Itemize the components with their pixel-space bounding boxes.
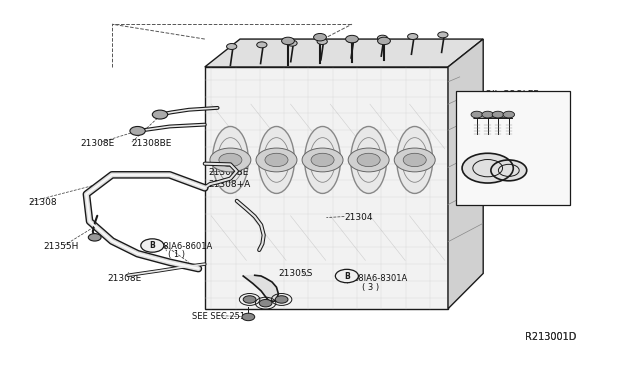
Circle shape [438, 32, 448, 38]
Circle shape [227, 44, 237, 49]
Circle shape [394, 148, 435, 172]
Text: 21308+A: 21308+A [208, 180, 250, 189]
Ellipse shape [351, 126, 387, 193]
Circle shape [302, 148, 343, 172]
Circle shape [348, 37, 358, 43]
Text: 21304: 21304 [344, 213, 373, 222]
Text: 21308E: 21308E [80, 139, 115, 148]
Circle shape [311, 153, 334, 167]
Ellipse shape [259, 126, 294, 193]
Text: SEE SEC.251: SEE SEC.251 [192, 312, 245, 321]
Ellipse shape [212, 126, 248, 193]
Circle shape [242, 313, 255, 321]
Circle shape [378, 37, 390, 45]
Circle shape [88, 234, 101, 241]
Polygon shape [205, 67, 448, 309]
Text: 21308BE: 21308BE [208, 169, 248, 177]
Circle shape [219, 153, 242, 167]
Ellipse shape [264, 138, 289, 182]
Text: COMPONENTS: COMPONENTS [480, 100, 544, 109]
Circle shape [265, 153, 288, 167]
Text: 21030A: 21030A [495, 112, 529, 121]
Circle shape [210, 148, 251, 172]
Circle shape [462, 153, 513, 183]
Ellipse shape [402, 138, 428, 182]
Circle shape [257, 42, 267, 48]
Circle shape [471, 111, 483, 118]
Circle shape [357, 153, 380, 167]
Circle shape [282, 37, 294, 45]
Circle shape [152, 110, 168, 119]
Circle shape [378, 35, 388, 41]
Text: 21308E: 21308E [108, 274, 142, 283]
Ellipse shape [310, 138, 335, 182]
Polygon shape [448, 39, 483, 309]
Text: 21355H: 21355H [44, 242, 79, 251]
Text: 08IA6-8301A: 08IA6-8301A [353, 274, 408, 283]
Text: B: B [344, 272, 349, 280]
Circle shape [314, 33, 326, 41]
Circle shape [492, 111, 504, 118]
Ellipse shape [305, 126, 340, 193]
Ellipse shape [356, 138, 381, 182]
Polygon shape [205, 39, 483, 67]
Text: 21308: 21308 [29, 198, 58, 207]
FancyBboxPatch shape [456, 91, 570, 205]
Text: OIL COOLER: OIL COOLER [484, 90, 540, 99]
Text: 21305S: 21305S [278, 269, 313, 278]
Circle shape [130, 126, 145, 135]
Text: 08IA6-8601A: 08IA6-8601A [159, 242, 213, 251]
Circle shape [317, 39, 327, 45]
Ellipse shape [218, 138, 243, 182]
Circle shape [503, 111, 515, 118]
Circle shape [259, 299, 272, 307]
Circle shape [348, 148, 389, 172]
Text: ( 1 ): ( 1 ) [168, 250, 185, 259]
Circle shape [408, 33, 418, 39]
Circle shape [491, 160, 527, 181]
Text: R213001D: R213001D [525, 332, 576, 341]
Circle shape [287, 40, 297, 46]
Ellipse shape [397, 126, 433, 193]
Circle shape [346, 35, 358, 43]
Text: ( 3 ): ( 3 ) [362, 283, 379, 292]
Circle shape [275, 296, 288, 303]
Text: 21304+A: 21304+A [491, 197, 533, 206]
Polygon shape [243, 275, 278, 301]
Circle shape [243, 296, 256, 303]
Circle shape [256, 148, 297, 172]
Text: R213001D: R213001D [525, 332, 576, 341]
Circle shape [335, 269, 358, 283]
Circle shape [141, 239, 164, 252]
Text: B: B [150, 241, 155, 250]
Circle shape [482, 111, 493, 118]
Circle shape [403, 153, 426, 167]
Text: 21308BE: 21308BE [131, 139, 172, 148]
